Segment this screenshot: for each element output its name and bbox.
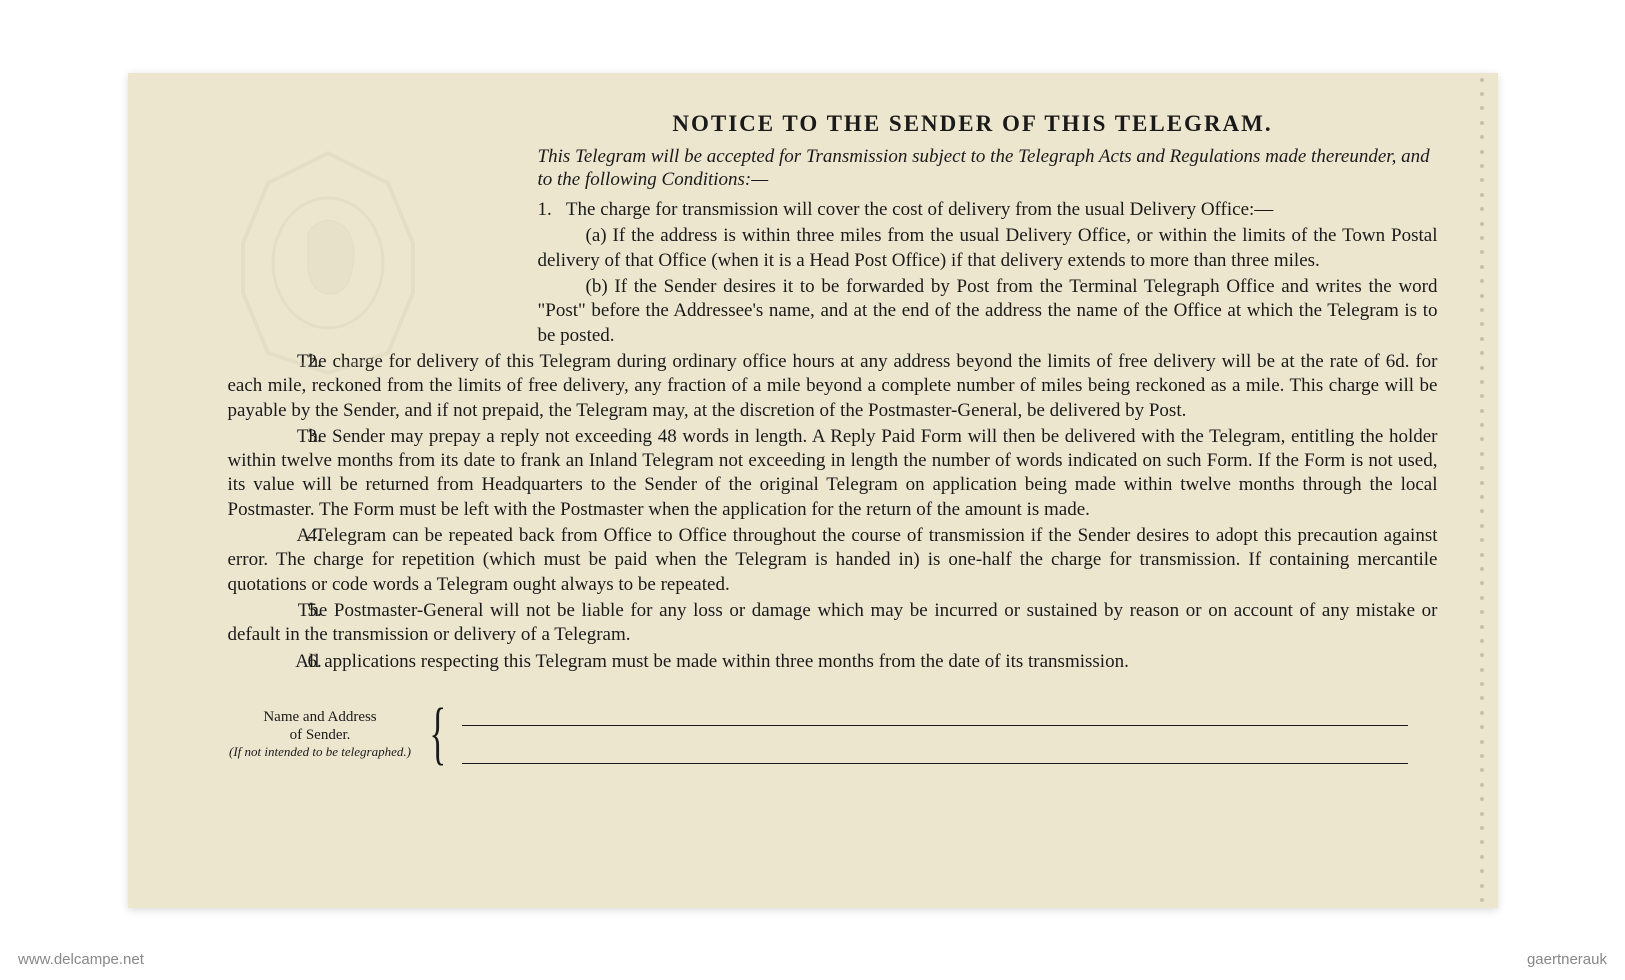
condition-5-text: The Postmaster-General will not be liabl… [228, 600, 1438, 645]
perforation-dot [1480, 222, 1484, 226]
perforation-dot [1480, 78, 1484, 82]
condition-3-text: The Sender may prepay a reply not exceed… [228, 426, 1438, 520]
condition-4-text: A Telegram can be repeated back from Off… [228, 525, 1438, 595]
condition-1b: (b) If the Sender desires it to be forwa… [538, 275, 1438, 348]
perforation-dot [1480, 884, 1484, 888]
watermark-left: www.delcampe.net [18, 951, 144, 968]
condition-number-1: 1. [538, 198, 562, 222]
perforation-dot [1480, 164, 1484, 168]
perforation-dot [1480, 553, 1484, 557]
perforation-dot [1480, 625, 1484, 629]
perforation-dot [1480, 193, 1484, 197]
preamble-text: This Telegram will be accepted for Trans… [538, 145, 1438, 193]
perforation-dot [1480, 409, 1484, 413]
condition-number-3: 3. [268, 425, 292, 449]
perforation-dot [1480, 121, 1484, 125]
perforation-dot [1480, 481, 1484, 485]
condition-5: 5. The Postmaster-General will not be li… [228, 599, 1438, 648]
perforation-dot [1480, 322, 1484, 326]
perforation-dot [1480, 452, 1484, 456]
condition-1a: (a) If the address is within three miles… [538, 224, 1438, 273]
perforation-dot [1480, 869, 1484, 873]
perforation-dot [1480, 351, 1484, 355]
telegram-notice-document: NOTICE TO THE SENDER OF THIS TELEGRAM. T… [128, 73, 1498, 908]
perforation-dot [1480, 567, 1484, 571]
perforation-dot [1480, 725, 1484, 729]
perforation-dot [1480, 366, 1484, 370]
stamp-svg [228, 143, 428, 383]
perforation-dot [1480, 610, 1484, 614]
condition-1-text: The charge for transmission will cover t… [566, 199, 1273, 220]
perforation-dot [1480, 768, 1484, 772]
perforation-dot [1480, 812, 1484, 816]
perforation-dot [1480, 898, 1484, 902]
perforation-dot [1480, 596, 1484, 600]
perforation-dot [1480, 754, 1484, 758]
perforation-dot [1480, 696, 1484, 700]
perforation-dot [1480, 135, 1484, 139]
perforation-dot [1480, 855, 1484, 859]
perforation-dot [1480, 509, 1484, 513]
condition-number-6: 6. [268, 650, 292, 674]
perforation-dot [1480, 150, 1484, 154]
perforation-dot [1480, 581, 1484, 585]
perforation-dot [1480, 437, 1484, 441]
perforation-dot [1480, 840, 1484, 844]
embossed-postage-stamp [228, 143, 428, 383]
curly-brace: { [429, 706, 446, 762]
perforation-dot [1480, 826, 1484, 830]
perforation-dot [1480, 423, 1484, 427]
perforation-dot [1480, 495, 1484, 499]
perforation-dot [1480, 783, 1484, 787]
condition-6: 6. All applications respecting this Tele… [228, 650, 1438, 674]
perforation-dot [1480, 308, 1484, 312]
sender-line-2 [462, 734, 1407, 764]
perforation-dot [1480, 711, 1484, 715]
perforation-dot [1480, 797, 1484, 801]
condition-6-text: All applications respecting this Telegra… [295, 651, 1129, 672]
condition-1-intro: 1. The charge for transmission will cove… [538, 198, 1438, 222]
document-title: NOTICE TO THE SENDER OF THIS TELEGRAM. [508, 111, 1438, 137]
sender-label-note: (If not intended to be telegraphed.) [228, 744, 413, 760]
perforation-dot [1480, 380, 1484, 384]
perforation-dot [1480, 236, 1484, 240]
condition-number-5: 5. [268, 599, 292, 623]
perforation-dot [1480, 92, 1484, 96]
perforation-dot [1480, 682, 1484, 686]
sender-line-1 [462, 696, 1407, 726]
sender-label: Name and Address of Sender. (If not inte… [228, 708, 413, 760]
perforation-dot [1480, 337, 1484, 341]
condition-4: 4. A Telegram can be repeated back from … [228, 524, 1438, 597]
sender-address-block: Name and Address of Sender. (If not inte… [228, 696, 1438, 772]
sender-fill-lines [462, 696, 1407, 772]
perforation-dot [1480, 250, 1484, 254]
perforation-dot [1480, 740, 1484, 744]
perforation-dot [1480, 279, 1484, 283]
perforation-dot [1480, 538, 1484, 542]
perforation-dot [1480, 178, 1484, 182]
condition-3: 3. The Sender may prepay a reply not exc… [228, 425, 1438, 522]
perforation-dot [1480, 394, 1484, 398]
perforation-dot [1480, 294, 1484, 298]
perforation-dot [1480, 106, 1484, 110]
perforation-dot [1480, 265, 1484, 269]
perforation-dot [1480, 524, 1484, 528]
perforation-dot [1480, 639, 1484, 643]
sender-label-line2: of Sender. [228, 726, 413, 744]
perforation-dot [1480, 668, 1484, 672]
perforation-dot [1480, 466, 1484, 470]
perforation-dot [1480, 207, 1484, 211]
perforation-dot [1480, 653, 1484, 657]
watermark-right: gaertnerauk [1527, 951, 1607, 968]
sender-label-line1: Name and Address [228, 708, 413, 726]
perforation-edge [1480, 73, 1486, 908]
condition-number-4: 4. [268, 524, 292, 548]
